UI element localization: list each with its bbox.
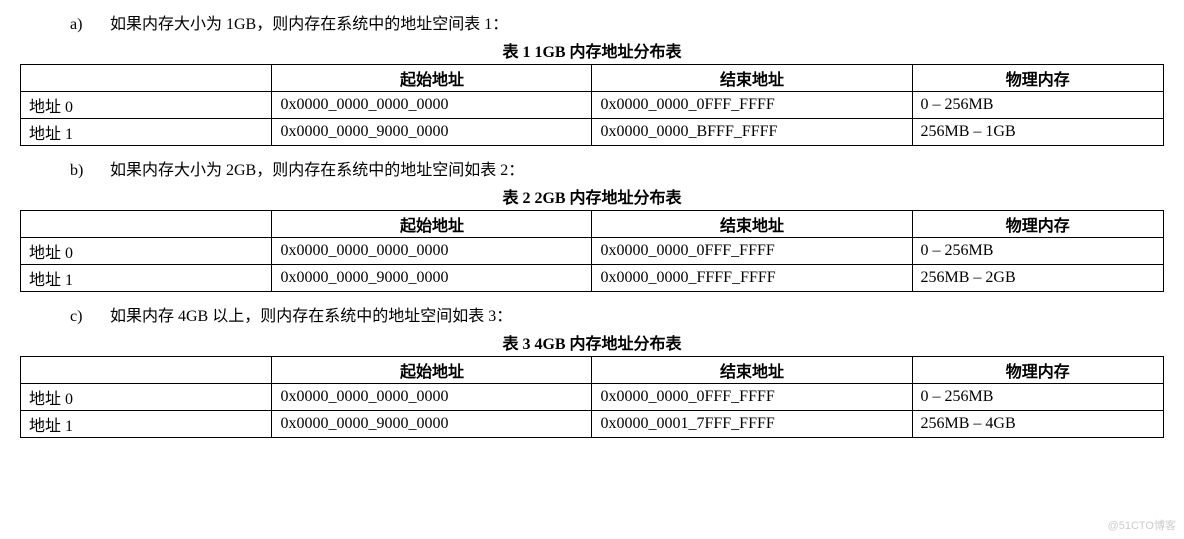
table-cell: 256MB – 1GB [912,119,1163,146]
memory-address-table: 起始地址结束地址物理内存地址 00x0000_0000_0000_00000x0… [20,356,1164,438]
section-intro-line: b)如果内存大小为 2GB，则内存在系统中的地址空间如表 2： [20,156,1164,180]
list-marker: a) [70,16,110,34]
table-row: 地址 10x0000_0000_9000_00000x0000_0000_BFF… [21,119,1164,146]
table-cell: 0x0000_0000_0000_0000 [272,384,592,411]
list-marker: c) [70,308,110,326]
table-header-cell: 结束地址 [592,211,912,238]
table-cell: 0x0000_0000_0000_0000 [272,92,592,119]
table-cell: 0x0000_0000_0FFF_FFFF [592,238,912,265]
table-cell: 0x0000_0000_9000_0000 [272,119,592,146]
table-header-cell: 结束地址 [592,357,912,384]
table-header-cell [21,357,272,384]
section-intro-line: c)如果内存 4GB 以上，则内存在系统中的地址空间如表 3： [20,302,1164,326]
table-cell: 0x0000_0001_7FFF_FFFF [592,411,912,438]
memory-address-table: 起始地址结束地址物理内存地址 00x0000_0000_0000_00000x0… [20,64,1164,146]
table-cell: 地址 1 [21,411,272,438]
table-header-cell [21,211,272,238]
table-cell: 0x0000_0000_0FFF_FFFF [592,92,912,119]
table-cell: 0 – 256MB [912,384,1163,411]
table-header-cell: 物理内存 [912,357,1163,384]
section-0: a)如果内存大小为 1GB，则内存在系统中的地址空间表 1： 表 1 1GB 内存… [20,10,1164,146]
table-cell: 地址 1 [21,265,272,292]
table-header-cell [21,65,272,92]
table-header-cell: 起始地址 [272,65,592,92]
table-cell: 0x0000_0000_FFFF_FFFF [592,265,912,292]
table-header-cell: 结束地址 [592,65,912,92]
table-row: 地址 10x0000_0000_9000_00000x0000_0000_FFF… [21,265,1164,292]
table-header-cell: 起始地址 [272,211,592,238]
section-2: c)如果内存 4GB 以上，则内存在系统中的地址空间如表 3： 表 3 4GB 内… [20,302,1164,438]
table-cell: 256MB – 4GB [912,411,1163,438]
section-intro-text: 如果内存 4GB 以上，则内存在系统中的地址空间如表 3： [110,308,512,325]
table-header-cell: 起始地址 [272,357,592,384]
table-cell: 地址 0 [21,384,272,411]
section-intro-line: a)如果内存大小为 1GB，则内存在系统中的地址空间表 1： [20,10,1164,34]
table-cell: 256MB – 2GB [912,265,1163,292]
table-cell: 0 – 256MB [912,238,1163,265]
table-cell: 0x0000_0000_0000_0000 [272,238,592,265]
table-row: 地址 00x0000_0000_0000_00000x0000_0000_0FF… [21,92,1164,119]
section-intro-text: 如果内存大小为 2GB，则内存在系统中的地址空间如表 2： [110,162,524,179]
list-marker: b) [70,162,110,180]
section-1: b)如果内存大小为 2GB，则内存在系统中的地址空间如表 2： 表 2 2GB 内… [20,156,1164,292]
table-cell: 地址 1 [21,119,272,146]
memory-address-table: 起始地址结束地址物理内存地址 00x0000_0000_0000_00000x0… [20,210,1164,292]
table-cell: 0 – 256MB [912,92,1163,119]
table-header-row: 起始地址结束地址物理内存 [21,357,1164,384]
table-header-cell: 物理内存 [912,65,1163,92]
table-caption: 表 2 2GB 内存地址分布表 [20,184,1164,208]
watermark-text: @51CTO博客 [1108,517,1176,533]
table-cell: 0x0000_0000_0FFF_FFFF [592,384,912,411]
section-intro-text: 如果内存大小为 1GB，则内存在系统中的地址空间表 1： [110,16,508,33]
table-row: 地址 00x0000_0000_0000_00000x0000_0000_0FF… [21,384,1164,411]
table-row: 地址 00x0000_0000_0000_00000x0000_0000_0FF… [21,238,1164,265]
table-header-row: 起始地址结束地址物理内存 [21,211,1164,238]
table-cell: 0x0000_0000_9000_0000 [272,265,592,292]
table-cell: 地址 0 [21,238,272,265]
table-header-cell: 物理内存 [912,211,1163,238]
table-cell: 0x0000_0000_9000_0000 [272,411,592,438]
table-cell: 0x0000_0000_BFFF_FFFF [592,119,912,146]
table-header-row: 起始地址结束地址物理内存 [21,65,1164,92]
table-caption: 表 1 1GB 内存地址分布表 [20,38,1164,62]
table-caption: 表 3 4GB 内存地址分布表 [20,330,1164,354]
table-row: 地址 10x0000_0000_9000_00000x0000_0001_7FF… [21,411,1164,438]
table-cell: 地址 0 [21,92,272,119]
